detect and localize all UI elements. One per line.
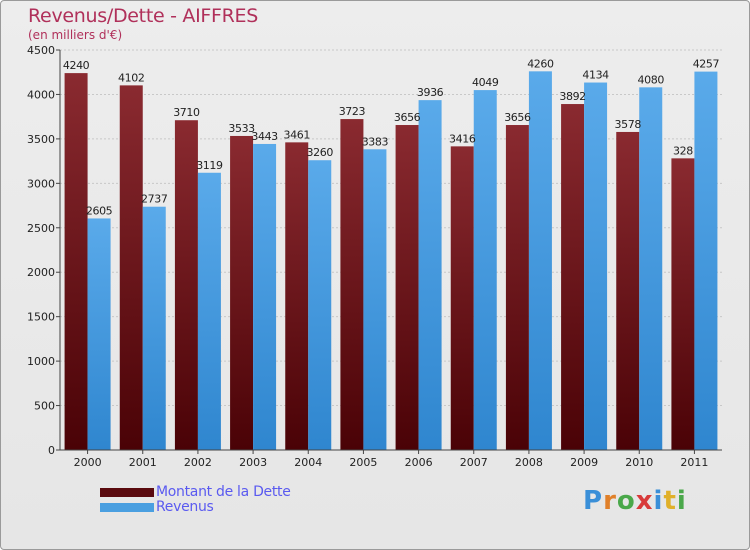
bars xyxy=(64,71,718,451)
legend-swatch-debt xyxy=(100,488,154,497)
y-tick-label: 1500 xyxy=(27,311,55,324)
bar-revenue-2008 xyxy=(528,71,552,450)
value-label: 3533 xyxy=(228,122,255,135)
proxiti-logo: Proxiti xyxy=(583,486,687,516)
value-label: 3119 xyxy=(196,159,223,172)
bar-revenue-2007 xyxy=(473,90,497,450)
bar-revenue-2005 xyxy=(363,149,387,451)
logo-letter: x xyxy=(635,486,654,516)
logo-letter: t xyxy=(663,486,677,516)
value-label: 3892 xyxy=(559,90,585,103)
bar-debt-2008 xyxy=(505,125,529,451)
legend-label-revenue: Revenus xyxy=(156,499,214,515)
y-tick-label: 3000 xyxy=(27,177,55,190)
x-tick-label: 2010 xyxy=(625,456,653,469)
value-label: 3710 xyxy=(173,106,200,119)
bar-debt-2010 xyxy=(616,131,640,450)
bar-revenue-2004 xyxy=(308,160,332,450)
chart-subtitle: (en milliers d'€) xyxy=(28,28,123,42)
value-label: 328 xyxy=(673,144,693,157)
value-label: 3656 xyxy=(394,111,421,124)
value-label: 3723 xyxy=(339,105,366,118)
x-tick-label: 2002 xyxy=(184,456,212,469)
x-tick-label: 2007 xyxy=(460,456,488,469)
legend-swatch-revenue xyxy=(100,503,154,512)
x-tick-label: 2009 xyxy=(570,456,598,469)
logo-letter: P xyxy=(583,486,604,516)
bar-debt-2003 xyxy=(230,135,254,450)
value-label: 2605 xyxy=(86,204,113,217)
bar-revenue-2006 xyxy=(418,100,442,450)
y-tick-label: 3500 xyxy=(27,133,55,146)
bar-debt-2007 xyxy=(450,146,474,450)
y-tick-label: 0 xyxy=(48,444,55,457)
value-label: 3416 xyxy=(449,132,476,145)
logo-letter: i xyxy=(676,486,687,516)
x-tick-label: 2003 xyxy=(239,456,267,469)
bar-revenue-2002 xyxy=(197,172,221,450)
value-label: 4240 xyxy=(63,59,90,72)
value-label: 3260 xyxy=(307,146,334,159)
x-tick-label: 2001 xyxy=(129,456,157,469)
bar-debt-2004 xyxy=(285,142,309,450)
logo-letter: o xyxy=(616,486,636,516)
value-label: 4102 xyxy=(118,71,144,84)
bar-revenue-2011 xyxy=(694,71,718,450)
value-label: 3578 xyxy=(615,118,642,131)
value-label: 4049 xyxy=(472,76,499,89)
value-label: 3461 xyxy=(284,128,310,141)
bar-revenue-2009 xyxy=(584,82,608,451)
value-label: 4134 xyxy=(582,69,609,82)
x-tick-label: 2011 xyxy=(680,456,708,469)
bar-debt-2005 xyxy=(340,119,364,451)
bar-debt-2001 xyxy=(119,85,143,450)
x-tick-label: 2006 xyxy=(405,456,433,469)
y-axis-ticks: 0 500 1000 1500 2000 2500 3000 3500 4000 4500 xyxy=(27,44,60,457)
bar-debt-2002 xyxy=(174,120,198,450)
bar-revenue-2001 xyxy=(142,206,166,450)
y-tick-label: 4500 xyxy=(27,44,55,57)
chart-title: Revenus/Dette - AIFFRES xyxy=(28,5,259,27)
x-tick-label: 2000 xyxy=(74,456,102,469)
value-label: 4260 xyxy=(527,57,554,70)
y-tick-label: 500 xyxy=(34,400,55,413)
y-tick-label: 2500 xyxy=(27,222,55,235)
bar-revenue-2003 xyxy=(253,143,277,450)
bar-debt-2006 xyxy=(395,125,419,451)
y-tick-label: 1000 xyxy=(27,355,55,368)
value-label: 4080 xyxy=(638,73,665,86)
bar-debt-2000 xyxy=(64,73,88,450)
logo-letter: i xyxy=(653,486,664,516)
value-label: 3383 xyxy=(362,135,389,148)
bar-revenue-2010 xyxy=(639,87,663,450)
y-tick-label: 2000 xyxy=(27,266,55,279)
value-label: 3936 xyxy=(417,86,444,99)
value-label: 3656 xyxy=(504,111,531,124)
logo-letter: r xyxy=(603,486,617,516)
value-label: 4257 xyxy=(693,58,720,71)
legend-label-debt: Montant de la Dette xyxy=(156,484,291,500)
value-label: 2737 xyxy=(141,193,168,206)
bar-debt-2011 xyxy=(671,158,695,450)
bar-debt-2009 xyxy=(561,104,585,451)
x-tick-label: 2004 xyxy=(294,456,322,469)
y-tick-label: 4000 xyxy=(27,88,55,101)
bar-revenue-2000 xyxy=(87,218,111,450)
x-axis-ticks: 2000 2001 2002 2003 2004 2005 2006 2007 2008 2009… xyxy=(74,450,708,469)
value-label: 3443 xyxy=(251,130,278,143)
x-tick-label: 2008 xyxy=(515,456,543,469)
x-tick-label: 2005 xyxy=(349,456,377,469)
